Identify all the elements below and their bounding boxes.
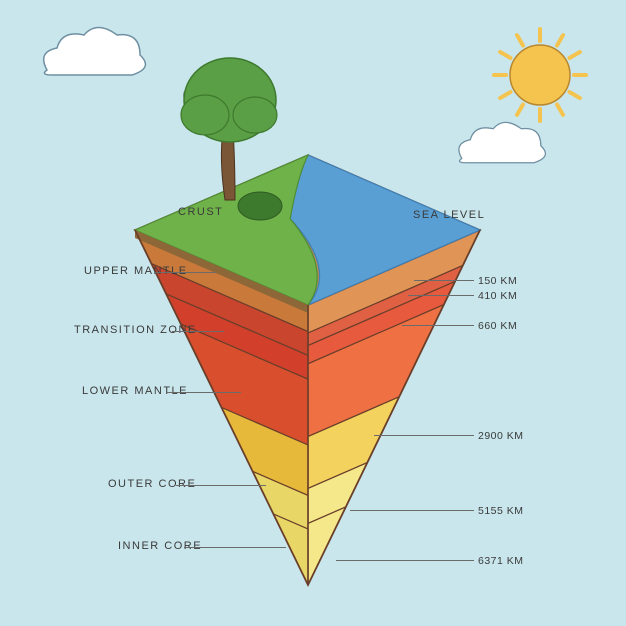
depth-d660: 660 km bbox=[478, 320, 517, 332]
depth-d2900: 2900 km bbox=[478, 430, 524, 442]
leader-line bbox=[402, 325, 474, 326]
leader-line bbox=[408, 295, 474, 296]
depth-d150: 150 km bbox=[478, 275, 517, 287]
leader-line bbox=[176, 485, 266, 486]
depth-d5155: 5155 km bbox=[478, 505, 524, 517]
leader-line bbox=[166, 392, 241, 393]
label-transition-zone: Transition Zone bbox=[74, 324, 197, 336]
label-upper-mantle: Upper Mantle bbox=[84, 265, 188, 277]
leader-line bbox=[336, 560, 474, 561]
label-crust: Crust bbox=[178, 206, 223, 218]
leader-line bbox=[374, 435, 474, 436]
depth-d410: 410 km bbox=[478, 290, 517, 302]
label-inner-core: Inner Core bbox=[118, 540, 202, 552]
label-overlay: Crust Sea Level Upper Mantle Transition Zon… bbox=[0, 0, 626, 626]
depth-d6371: 6371 km bbox=[478, 555, 524, 567]
label-outer-core: Outer Core bbox=[108, 478, 196, 490]
leader-line bbox=[184, 547, 286, 548]
leader-line bbox=[154, 272, 216, 273]
leader-line bbox=[350, 510, 474, 511]
leader-line bbox=[172, 331, 224, 332]
leader-line bbox=[414, 280, 474, 281]
label-lower-mantle: Lower Mantle bbox=[82, 385, 188, 397]
label-sea-level: Sea Level bbox=[413, 209, 485, 221]
